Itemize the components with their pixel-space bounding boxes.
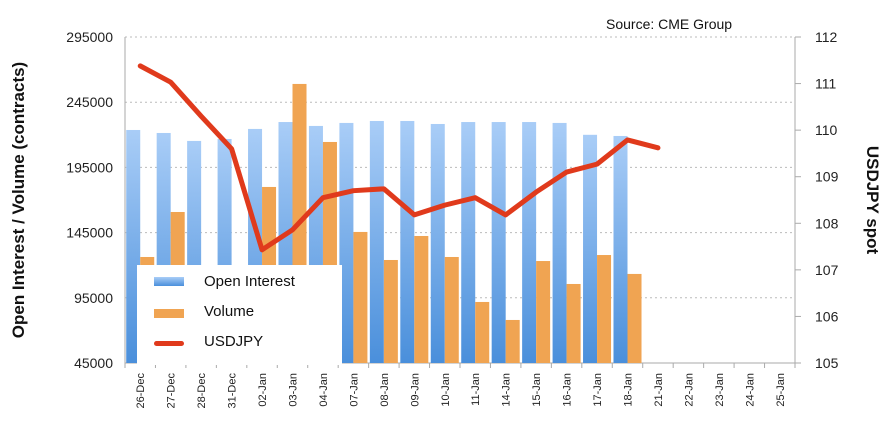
y-tick-label: 145000 [66, 225, 113, 241]
x-tick-label: 07-Jan [348, 373, 360, 407]
x-tick-label: 04-Jan [318, 373, 330, 407]
x-tick-label: 02-Jan [257, 373, 269, 407]
bar-volume [505, 319, 520, 363]
x-tick-label: 03-Jan [288, 373, 300, 407]
y-tick-label: 245000 [66, 94, 113, 110]
bar-open-interest [339, 122, 354, 364]
x-tick-label: 21-Jan [653, 373, 665, 407]
y2-tick-label: 109 [815, 169, 839, 185]
bar-volume [383, 259, 398, 363]
y2-tick-label: 110 [815, 122, 838, 138]
bar-open-interest [583, 134, 598, 363]
y2-tick-label: 105 [815, 355, 839, 371]
y-tick-label: 45000 [74, 355, 113, 371]
x-tick-label: 15-Jan [531, 373, 543, 407]
x-tick-label: 11-Jan [470, 373, 482, 406]
bar-open-interest [461, 122, 476, 363]
legend-swatch-volume [154, 309, 184, 318]
bar-open-interest [552, 122, 567, 364]
legend-label-usdjpy: USDJPY [204, 333, 264, 350]
y2-tick-label: 111 [815, 76, 836, 92]
source-note: Source: CME Group [606, 16, 733, 32]
x-tick-label: 25-Jan [775, 373, 787, 407]
bar-volume [536, 261, 551, 363]
y2-axis-label: USDJPY spot [863, 145, 882, 255]
legend-label-open-interest: Open Interest [204, 273, 295, 290]
legend-swatch-usdjpy [154, 341, 184, 346]
bar-open-interest [522, 122, 537, 363]
y2-tick-label: 108 [815, 215, 839, 231]
x-tick-label: 24-Jan [744, 373, 756, 407]
bar-open-interest [369, 120, 384, 363]
bar-open-interest [613, 135, 628, 363]
bar-volume [475, 301, 490, 363]
x-tick-label: 18-Jan [623, 373, 635, 407]
x-tick-label: 28-Dec [196, 373, 208, 409]
x-tick-label: 27-Dec [166, 373, 178, 409]
x-tick-label: 14-Jan [501, 373, 513, 407]
bar-volume [353, 231, 368, 363]
x-tick-label: 16-Jan [562, 373, 574, 407]
y-tick-label: 95000 [74, 290, 113, 306]
bar-open-interest [126, 129, 141, 363]
x-tick-label: 17-Jan [592, 373, 604, 407]
y2-tick-label: 107 [815, 262, 839, 278]
y-axis-label: Open Interest / Volume (contracts) [9, 61, 28, 339]
legend: Open Interest Volume USDJPY [137, 265, 342, 365]
y2-tick-label: 112 [815, 29, 838, 45]
y2-tick-label: 106 [815, 308, 839, 324]
bar-volume [444, 256, 459, 363]
bar-volume [566, 283, 581, 363]
bar-open-interest [400, 120, 415, 363]
x-tick-label: 22-Jan [683, 373, 695, 407]
bar-open-interest [491, 122, 506, 363]
x-tick-label: 09-Jan [409, 373, 421, 407]
x-tick-label: 31-Dec [227, 373, 239, 409]
legend-label-volume: Volume [204, 303, 255, 320]
legend-swatch-open-interest [154, 277, 184, 286]
y-tick-label: 195000 [66, 159, 113, 175]
bar-volume [597, 255, 612, 363]
bar-volume [414, 235, 429, 363]
bar-volume [627, 273, 642, 363]
x-tick-label: 10-Jan [440, 373, 452, 407]
x-tick-label: 26-Dec [135, 373, 147, 409]
x-tick-label: 23-Jan [714, 373, 726, 407]
bar-open-interest [430, 123, 445, 363]
x-tick-label: 08-Jan [379, 373, 391, 407]
line-usdjpy [137, 63, 661, 253]
y-tick-label: 295000 [66, 29, 113, 45]
